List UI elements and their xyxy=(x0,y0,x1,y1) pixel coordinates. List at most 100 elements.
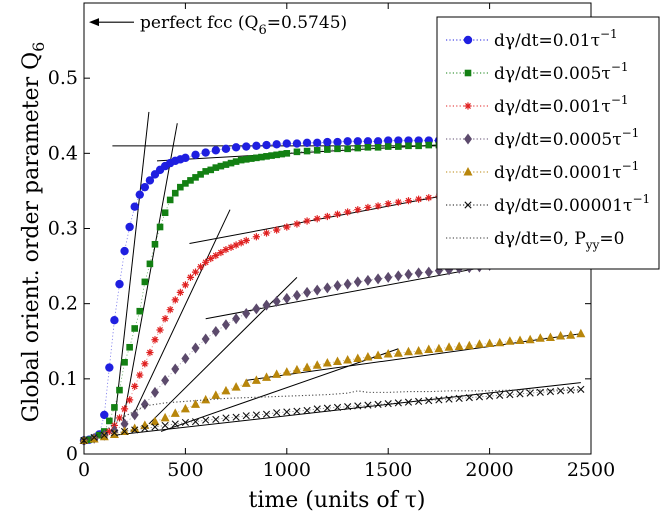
fit-line-5 xyxy=(160,348,399,432)
data-point xyxy=(248,155,255,162)
data-point xyxy=(227,243,235,251)
data-point xyxy=(333,403,342,411)
data-point xyxy=(161,421,169,430)
data-point xyxy=(181,418,189,427)
data-point xyxy=(322,358,332,367)
data-point xyxy=(241,378,251,387)
data-point xyxy=(556,387,565,395)
data-point xyxy=(151,336,159,344)
data-point xyxy=(180,403,190,413)
data-point xyxy=(177,183,184,191)
data-point xyxy=(293,407,301,415)
legend-label: dγ/dt=0.0005τ−1 xyxy=(494,126,639,150)
data-point xyxy=(186,273,195,281)
data-point xyxy=(151,423,159,431)
data-point xyxy=(231,143,241,152)
data-point xyxy=(131,426,139,434)
data-point xyxy=(384,143,392,150)
data-point xyxy=(374,400,382,408)
data-point xyxy=(353,137,362,146)
data-point xyxy=(313,405,321,413)
data-point xyxy=(110,316,119,325)
data-point xyxy=(156,326,164,334)
data-point xyxy=(424,266,433,278)
data-point xyxy=(160,412,170,422)
data-point xyxy=(262,299,271,311)
data-point xyxy=(292,364,302,374)
data-point xyxy=(95,431,103,439)
data-point xyxy=(181,153,190,163)
data-point xyxy=(252,233,260,241)
fit-line-1 xyxy=(113,111,150,424)
data-point xyxy=(231,382,241,391)
data-point xyxy=(403,346,413,356)
data-point xyxy=(324,146,331,153)
data-point xyxy=(150,386,159,398)
y-axis-title: Global orient. order parameter Q6 xyxy=(19,42,48,423)
data-point xyxy=(262,229,271,237)
fit-line-2 xyxy=(122,123,178,425)
fit-line-6 xyxy=(114,382,581,436)
data-point xyxy=(232,313,241,325)
data-point xyxy=(425,397,433,405)
data-point xyxy=(252,303,261,315)
series-5 xyxy=(79,328,586,444)
data-point xyxy=(120,246,129,256)
data-point xyxy=(425,194,433,202)
data-point xyxy=(283,408,291,416)
data-point xyxy=(135,190,144,199)
data-point xyxy=(217,248,225,257)
data-point xyxy=(106,417,113,425)
x-tick-label: 0 xyxy=(78,459,90,481)
data-point xyxy=(202,416,210,424)
data-point xyxy=(505,336,515,345)
data-point xyxy=(374,202,382,210)
data-point xyxy=(323,137,332,147)
fit-line-4 xyxy=(148,277,298,425)
data-point xyxy=(131,382,139,390)
data-point xyxy=(485,338,495,348)
data-point xyxy=(221,385,231,395)
data-point xyxy=(141,360,149,368)
data-point xyxy=(120,427,129,436)
data-point xyxy=(405,142,412,150)
data-point xyxy=(323,282,332,294)
data-point xyxy=(85,436,93,444)
annotation-arrowhead xyxy=(89,18,99,27)
data-point xyxy=(252,141,261,151)
data-point xyxy=(545,332,555,341)
data-point xyxy=(171,363,180,375)
data-point xyxy=(374,144,382,151)
x-tick-label: 1000 xyxy=(263,459,311,481)
data-point xyxy=(273,226,281,234)
legend-label: dγ/dt=0.0001τ−1 xyxy=(494,159,639,183)
data-point xyxy=(354,206,362,214)
y-tick-label: 0.1 xyxy=(48,368,78,390)
data-point xyxy=(363,137,373,146)
data-point xyxy=(146,348,154,357)
data-point xyxy=(221,319,230,331)
data-point xyxy=(292,289,301,301)
data-point xyxy=(201,394,211,404)
data-point xyxy=(191,399,201,408)
data-point xyxy=(187,177,194,184)
legend-item: dγ/dt=0.005τ−1 xyxy=(446,60,629,84)
data-point xyxy=(444,342,454,351)
data-point xyxy=(166,196,174,204)
data-point xyxy=(130,409,139,421)
data-point xyxy=(302,362,312,372)
data-point xyxy=(333,210,342,218)
data-point xyxy=(212,251,220,260)
data-point xyxy=(115,414,124,422)
data-point xyxy=(577,385,585,393)
data-point xyxy=(343,355,353,364)
data-point xyxy=(344,403,352,411)
data-point xyxy=(415,397,423,405)
data-point xyxy=(384,200,392,208)
data-point xyxy=(217,162,225,170)
data-point xyxy=(191,418,200,426)
data-point xyxy=(156,223,164,231)
data-point xyxy=(161,315,169,323)
data-point xyxy=(364,203,372,212)
data-point xyxy=(333,137,342,147)
